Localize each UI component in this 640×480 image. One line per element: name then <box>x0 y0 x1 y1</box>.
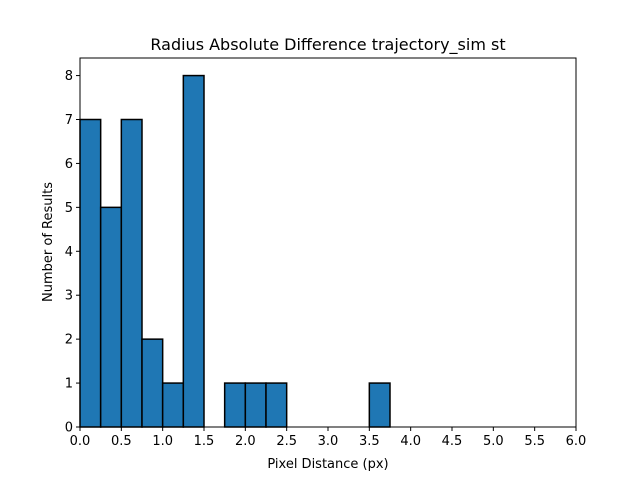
axes-group: 0.0 0.5 1.0 1.5 2.0 2.5 3.0 3.5 4.0 4.5 5.0 5.5 6.0 0… <box>65 57 587 449</box>
histogram-bar <box>223 382 247 428</box>
histogram-bar <box>99 206 123 428</box>
bars-group <box>79 74 391 428</box>
y-tick-label: 1 <box>65 377 73 392</box>
x-tick-label: 0.0 <box>70 434 91 449</box>
histogram-bar <box>120 118 143 428</box>
y-tick-label: 7 <box>65 113 73 128</box>
y-tick-label: 5 <box>65 201 73 216</box>
chart-title: Radius Absolute Difference trajectory_si… <box>150 35 505 55</box>
histogram-bar <box>141 338 164 428</box>
histogram-bar <box>79 118 102 428</box>
x-tick-label: 1.0 <box>152 434 173 449</box>
histogram-bar <box>244 382 267 428</box>
x-tick-label: 4.5 <box>442 434 463 449</box>
y-tick-label: 6 <box>65 157 73 172</box>
x-tick-label: 0.5 <box>111 434 132 449</box>
y-axis-label: Number of Results <box>41 182 56 302</box>
histogram-bar <box>182 74 205 428</box>
x-tick-label: 1.5 <box>194 434 215 449</box>
histogram-bar <box>368 382 391 428</box>
x-tick-label: 2.5 <box>276 434 297 449</box>
x-tick-label: 6.0 <box>566 434 587 449</box>
histogram-bar <box>265 382 288 428</box>
x-axis-label: Pixel Distance (px) <box>267 457 388 472</box>
x-tick-label: 3.5 <box>359 434 380 449</box>
x-tick-label: 5.5 <box>524 434 545 449</box>
y-tick-label: 8 <box>65 69 73 84</box>
x-tick-label: 5.0 <box>483 434 504 449</box>
x-tick-label: 4.0 <box>400 434 421 449</box>
x-tick-label: 2.0 <box>235 434 256 449</box>
y-tick-label: 2 <box>65 333 73 348</box>
x-tick-label: 3.0 <box>318 434 339 449</box>
y-tick-label: 0 <box>65 421 73 436</box>
y-tick-label: 4 <box>65 245 73 260</box>
y-tick-label: 3 <box>65 289 73 304</box>
histogram-bar <box>161 382 185 428</box>
